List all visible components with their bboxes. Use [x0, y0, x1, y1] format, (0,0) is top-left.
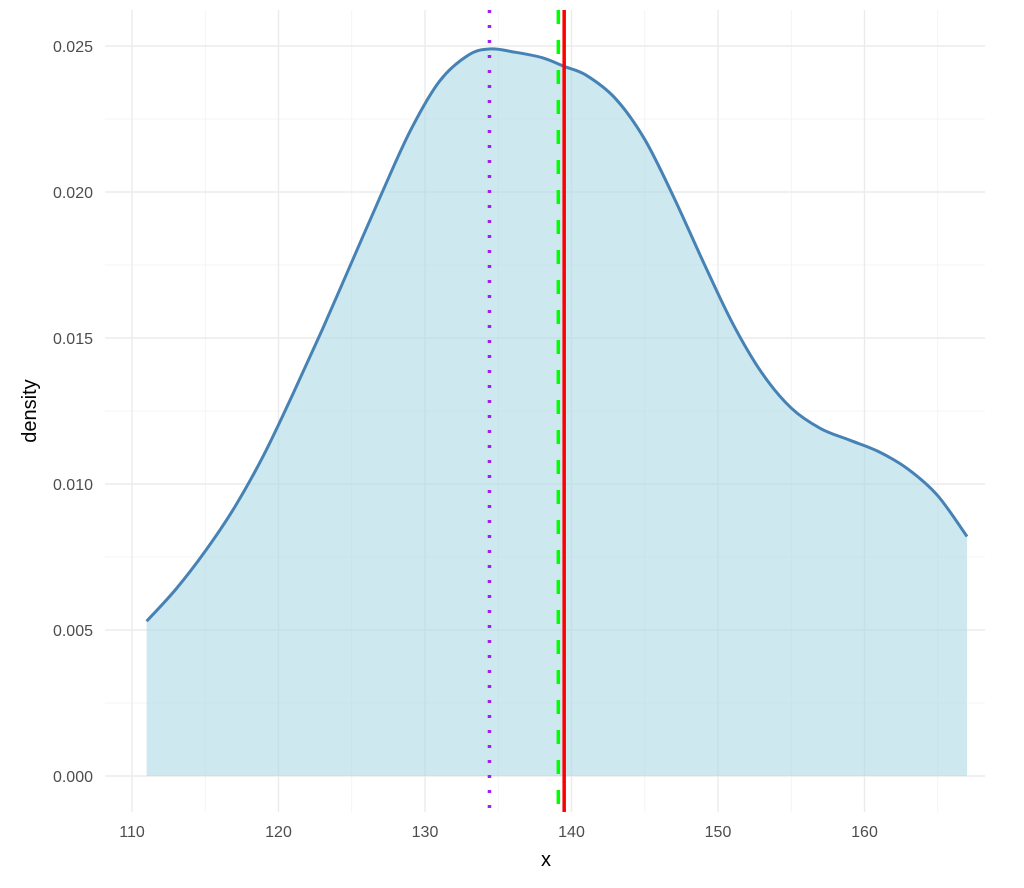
x-tick-label: 110 [119, 824, 145, 841]
x-tick-label: 160 [851, 824, 878, 841]
x-axis-label: x [541, 849, 551, 871]
density-line [145, 47, 969, 623]
y-axis-label: density [19, 379, 41, 442]
y-tick-label: 0.010 [53, 477, 93, 494]
x-axis-ticks: 110 120 130 140 150 160 [119, 824, 878, 841]
y-tick-label: 0.015 [53, 331, 93, 348]
reference-lines [487, 10, 566, 812]
y-tick-label: 0.020 [53, 185, 93, 202]
y-axis-ticks: 0.000 0.005 0.010 0.015 0.020 0.025 [53, 39, 93, 786]
x-tick-label: 140 [558, 824, 585, 841]
x-tick-label: 150 [705, 824, 732, 841]
y-tick-label: 0.005 [53, 623, 93, 640]
y-tick-label: 0.000 [53, 769, 93, 786]
x-tick-label: 120 [265, 824, 292, 841]
y-tick-label: 0.025 [53, 39, 93, 56]
x-tick-label: 130 [412, 824, 439, 841]
